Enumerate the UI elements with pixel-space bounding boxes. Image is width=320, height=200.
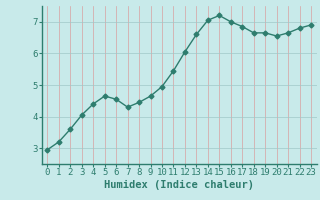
- X-axis label: Humidex (Indice chaleur): Humidex (Indice chaleur): [104, 180, 254, 190]
